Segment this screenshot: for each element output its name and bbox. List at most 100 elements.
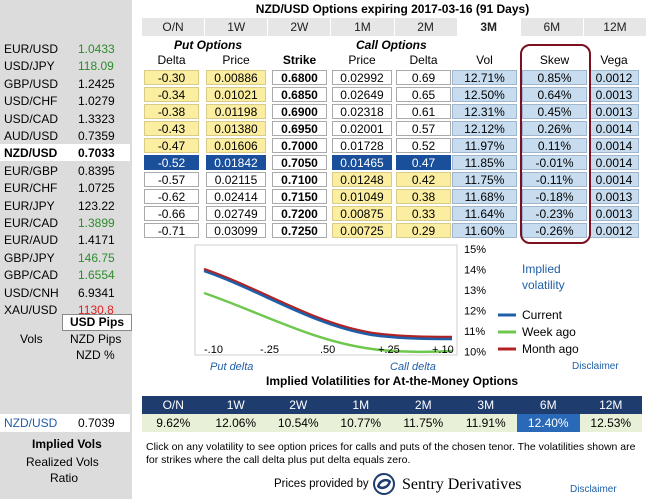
vega-cell[interactable]: 0.0013: [589, 206, 639, 221]
atm-vol-cell[interactable]: 10.77%: [340, 416, 382, 430]
atm-vol-cell[interactable]: 9.62%: [156, 416, 191, 430]
put-delta-cell[interactable]: -0.52: [144, 155, 199, 170]
vol-cell[interactable]: 12.12%: [452, 121, 517, 136]
vega-cell[interactable]: 0.0012: [589, 223, 639, 238]
put-delta-cell[interactable]: -0.71: [144, 223, 199, 238]
put-delta-cell[interactable]: -0.43: [144, 121, 199, 136]
strike-cell[interactable]: 0.6950: [272, 121, 327, 136]
vega-cell[interactable]: 0.0013: [589, 104, 639, 119]
put-price-cell[interactable]: 0.02115: [206, 172, 266, 187]
call-delta-cell[interactable]: 0.65: [396, 87, 451, 102]
nzd-pips-option[interactable]: NZD Pips: [70, 332, 122, 346]
atm-vol-cell[interactable]: 11.91%: [465, 416, 506, 430]
pair-item[interactable]: USD/CAD 1.3323: [0, 110, 130, 127]
atm-vol-cell[interactable]: 12.06%: [215, 416, 257, 430]
pair-item[interactable]: EUR/CAD 1.3899: [0, 214, 130, 231]
call-delta-cell[interactable]: 0.61: [396, 104, 451, 119]
bottom-disclaimer-link[interactable]: Disclaimer: [570, 484, 617, 495]
vega-cell[interactable]: 0.0014: [589, 138, 639, 153]
put-price-cell[interactable]: 0.01380: [206, 121, 266, 136]
put-price-cell[interactable]: 0.00886: [206, 70, 266, 85]
call-price-cell[interactable]: 0.01728: [332, 138, 392, 153]
skew-cell[interactable]: 0.26%: [522, 121, 587, 136]
put-delta-cell[interactable]: -0.34: [144, 87, 199, 102]
vega-cell[interactable]: 0.0014: [589, 155, 639, 170]
vol-cell[interactable]: 11.60%: [452, 223, 517, 238]
call-delta-cell[interactable]: 0.57: [396, 121, 451, 136]
strike-cell[interactable]: 0.7050: [272, 155, 327, 170]
pair-item[interactable]: EUR/GBP 0.8395: [0, 162, 130, 179]
table-row[interactable]: -0.30 0.00886 0.6800 0.02992 0.69 12.71% 0.85%…: [142, 69, 642, 86]
put-delta-cell[interactable]: -0.47: [144, 138, 199, 153]
tab-on[interactable]: O/N: [142, 18, 206, 36]
vol-cell[interactable]: 11.75%: [452, 172, 517, 187]
skew-cell[interactable]: -0.01%: [522, 155, 587, 170]
call-price-cell[interactable]: 0.02649: [332, 87, 392, 102]
strike-cell[interactable]: 0.7100: [272, 172, 327, 187]
pair-item[interactable]: USD/JPY 118.09: [0, 57, 130, 74]
call-delta-cell[interactable]: 0.69: [396, 70, 451, 85]
vol-cell[interactable]: 12.71%: [452, 70, 517, 85]
call-price-cell[interactable]: 0.01465: [332, 155, 392, 170]
tab-2w[interactable]: 2W: [268, 18, 332, 36]
put-delta-cell[interactable]: -0.38: [144, 104, 199, 119]
pair-item[interactable]: GBP/CAD 1.6554: [0, 266, 130, 283]
call-delta-cell[interactable]: 0.52: [396, 138, 451, 153]
put-delta-cell[interactable]: -0.62: [144, 189, 199, 204]
pair-item[interactable]: EUR/AUD 1.4171: [0, 231, 130, 248]
chart-disclaimer-link[interactable]: Disclaimer: [572, 361, 619, 372]
put-delta-cell[interactable]: -0.30: [144, 70, 199, 85]
vega-cell[interactable]: 0.0014: [589, 121, 639, 136]
table-row[interactable]: -0.38 0.01198 0.6900 0.02318 0.61 12.31% 0.45%…: [142, 103, 642, 120]
vega-cell[interactable]: 0.0013: [589, 87, 639, 102]
vol-cell[interactable]: 12.50%: [452, 87, 517, 102]
put-price-cell[interactable]: 0.03099: [206, 223, 266, 238]
vega-cell[interactable]: 0.0014: [589, 172, 639, 187]
strike-cell[interactable]: 0.6800: [272, 70, 327, 85]
skew-cell[interactable]: -0.26%: [522, 223, 587, 238]
pair-item[interactable]: EUR/CHF 1.0725: [0, 179, 130, 196]
skew-cell[interactable]: 0.45%: [522, 104, 587, 119]
strike-cell[interactable]: 0.6900: [272, 104, 327, 119]
call-delta-cell[interactable]: 0.47: [396, 155, 451, 170]
put-price-cell[interactable]: 0.01198: [206, 104, 266, 119]
call-price-cell[interactable]: 0.02992: [332, 70, 392, 85]
vol-cell[interactable]: 11.85%: [452, 155, 517, 170]
atm-vol-cell[interactable]: 11.75%: [403, 416, 444, 430]
vol-cell[interactable]: 12.31%: [452, 104, 517, 119]
implied-vols-option[interactable]: Implied Vols: [32, 437, 102, 451]
call-delta-cell[interactable]: 0.29: [396, 223, 451, 238]
skew-cell[interactable]: -0.23%: [522, 206, 587, 221]
vol-cell[interactable]: 11.68%: [452, 189, 517, 204]
vol-cell[interactable]: 11.64%: [452, 206, 517, 221]
realized-vols-option[interactable]: Realized Vols: [26, 455, 99, 469]
put-delta-cell[interactable]: -0.66: [144, 206, 199, 221]
table-row[interactable]: -0.52 0.01842 0.7050 0.01465 0.47 11.85% -0.01…: [142, 154, 642, 171]
vega-cell[interactable]: 0.0012: [589, 70, 639, 85]
call-price-cell[interactable]: 0.02318: [332, 104, 392, 119]
put-price-cell[interactable]: 0.01021: [206, 87, 266, 102]
skew-cell[interactable]: 0.11%: [522, 138, 587, 153]
put-price-cell[interactable]: 0.01606: [206, 138, 266, 153]
call-price-cell[interactable]: 0.02001: [332, 121, 392, 136]
atm-vol-cell[interactable]: 12.53%: [590, 416, 632, 430]
pair-item[interactable]: USD/CHF 1.0279: [0, 92, 130, 109]
vol-cell[interactable]: 11.97%: [452, 138, 517, 153]
pair-item[interactable]: EUR/JPY 123.22: [0, 197, 130, 214]
table-row[interactable]: -0.47 0.01606 0.7000 0.01728 0.52 11.97% 0.11%…: [142, 137, 642, 154]
ratio-option[interactable]: Ratio: [50, 471, 79, 485]
tab-1w[interactable]: 1W: [205, 18, 269, 36]
skew-cell[interactable]: -0.11%: [522, 172, 587, 187]
pair-item[interactable]: NZD/USD 0.7033: [0, 144, 130, 162]
strike-cell[interactable]: 0.7000: [272, 138, 327, 153]
put-price-cell[interactable]: 0.02749: [206, 206, 266, 221]
call-price-cell[interactable]: 0.01248: [332, 172, 392, 187]
tab-12m[interactable]: 12M: [583, 18, 647, 36]
pair-item[interactable]: GBP/JPY 146.75: [0, 249, 130, 266]
skew-cell[interactable]: 0.85%: [522, 70, 587, 85]
table-row[interactable]: -0.62 0.02414 0.7150 0.01049 0.38 11.68% -0.18…: [142, 188, 642, 205]
pair-item[interactable]: USD/CNH 6.9341: [0, 284, 130, 301]
table-row[interactable]: -0.57 0.02115 0.7100 0.01248 0.42 11.75% -0.11…: [142, 171, 642, 188]
nzd-percent-option[interactable]: NZD %: [76, 348, 115, 362]
skew-cell[interactable]: -0.18%: [522, 189, 587, 204]
